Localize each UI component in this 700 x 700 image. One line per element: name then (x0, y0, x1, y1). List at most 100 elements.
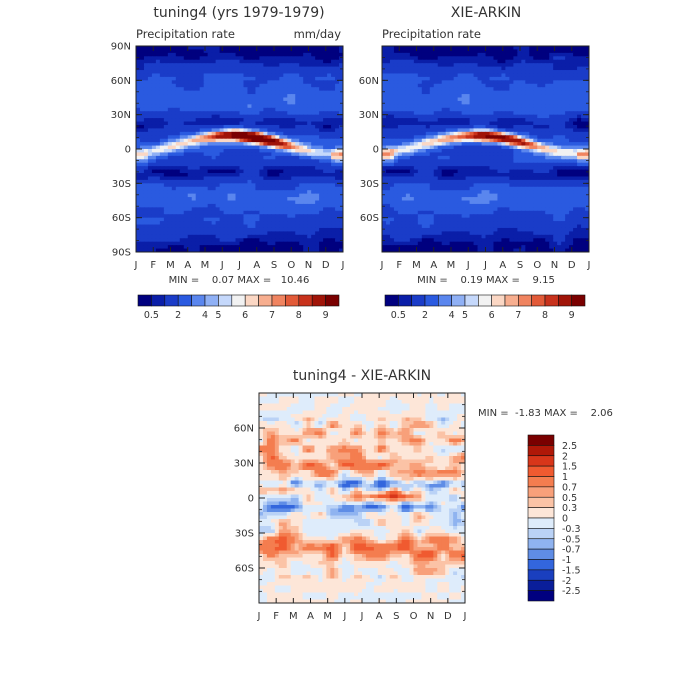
heatmap-cell (239, 155, 245, 160)
heatmap-cell (549, 114, 554, 119)
heatmap-cell (303, 73, 308, 78)
heatmap-cell (585, 94, 589, 99)
heatmap-cell (449, 135, 455, 140)
heatmap-cell (537, 152, 542, 157)
heatmap-cell (315, 124, 320, 129)
heatmap-cell (433, 135, 439, 140)
heatmap-cell (327, 59, 332, 64)
heatmap-cell (429, 155, 435, 160)
heatmap-cell (163, 217, 169, 222)
heatmap-cell (175, 162, 181, 167)
heatmap-cell (425, 83, 431, 88)
heatmap-cell (385, 149, 391, 154)
heatmap-cell (303, 197, 308, 202)
heatmap-cell (243, 100, 249, 105)
heatmap-cell (195, 193, 201, 198)
heatmap-cell (203, 124, 209, 129)
heatmap-cell (183, 224, 189, 229)
heatmap-cell (323, 207, 328, 212)
heatmap-cell (195, 207, 201, 212)
heatmap-cell (191, 100, 197, 105)
heatmap-cell (573, 49, 578, 54)
heatmap-cell (215, 104, 221, 109)
heatmap-cell (143, 104, 149, 109)
heatmap-cell (155, 128, 161, 133)
heatmap-cell (227, 124, 233, 129)
heatmap-cell (223, 245, 229, 250)
heatmap-cell (191, 59, 197, 64)
heatmap-cell (219, 210, 225, 215)
heatmap-cell (307, 118, 312, 123)
heatmap-cell (521, 90, 526, 95)
heatmap-cell (549, 76, 554, 81)
heatmap-cell (215, 59, 221, 64)
heatmap-cell (167, 155, 173, 160)
colorbar-label: 4 (202, 310, 208, 321)
heatmap-cell (581, 107, 586, 112)
y-tick-label: 60N (111, 76, 131, 87)
heatmap-cell (159, 155, 165, 160)
heatmap-cell (537, 83, 542, 88)
heatmap-cell (307, 131, 312, 136)
heatmap-cell (139, 197, 145, 202)
heatmap-cell (239, 149, 245, 154)
heatmap-cell (529, 97, 534, 102)
heatmap-cell (493, 63, 499, 68)
heatmap-cell (183, 186, 189, 191)
heatmap-cell (319, 210, 324, 215)
heatmap-cell (267, 138, 272, 143)
heatmap-cell (136, 179, 141, 184)
heatmap-cell (139, 152, 145, 157)
heatmap-cell (267, 66, 272, 71)
heatmap-cell (493, 128, 499, 133)
heatmap-cell (199, 66, 205, 71)
heatmap-cell (335, 100, 340, 105)
heatmap-cell (136, 49, 141, 54)
heatmap-cell (283, 149, 288, 154)
heatmap-cell (239, 83, 245, 88)
heatmap-cell (513, 83, 518, 88)
heatmap-cell (267, 104, 272, 109)
heatmap-cell (465, 52, 471, 57)
heatmap-cell (425, 70, 431, 75)
heatmap-cell (291, 231, 296, 236)
heatmap-cell (497, 83, 503, 88)
heatmap-cell (295, 207, 300, 212)
heatmap-cell (409, 87, 415, 92)
heatmap-cell (183, 100, 189, 105)
heatmap-cell (295, 80, 300, 85)
heatmap-cell (267, 200, 272, 205)
heatmap-cell (147, 59, 153, 64)
heatmap-cell (283, 83, 288, 88)
heatmap-cell (433, 121, 439, 126)
heatmap-cell (339, 145, 343, 150)
heatmap-cell (291, 197, 296, 202)
heatmap-cell (251, 197, 257, 202)
heatmap-cell (291, 111, 296, 116)
heatmap-cell (331, 66, 336, 71)
heatmap-cell (167, 63, 173, 68)
heatmap-cell (239, 97, 245, 102)
heatmap-cell (231, 111, 237, 116)
heatmap-cell (275, 59, 280, 64)
heatmap-cell (163, 76, 169, 81)
heatmap-cell (163, 210, 169, 215)
heatmap-cell (279, 155, 284, 160)
heatmap-cell (183, 70, 189, 75)
heatmap-cell (327, 152, 332, 157)
heatmap-cell (437, 76, 443, 81)
heatmap-cell (489, 46, 495, 51)
heatmap-cell (445, 94, 451, 99)
heatmap-cell (505, 124, 510, 129)
heatmap-cell (481, 155, 487, 160)
heatmap-cell (267, 111, 272, 116)
heatmap-cell (267, 231, 272, 236)
heatmap-cell (553, 155, 558, 160)
heatmap-cell (521, 100, 526, 105)
heatmap-cell (585, 63, 589, 68)
heatmap-cell (303, 118, 308, 123)
heatmap-cell (251, 145, 257, 150)
heatmap-cell (409, 80, 415, 85)
heatmap-cell (521, 118, 526, 123)
heatmap-cell (251, 128, 257, 133)
